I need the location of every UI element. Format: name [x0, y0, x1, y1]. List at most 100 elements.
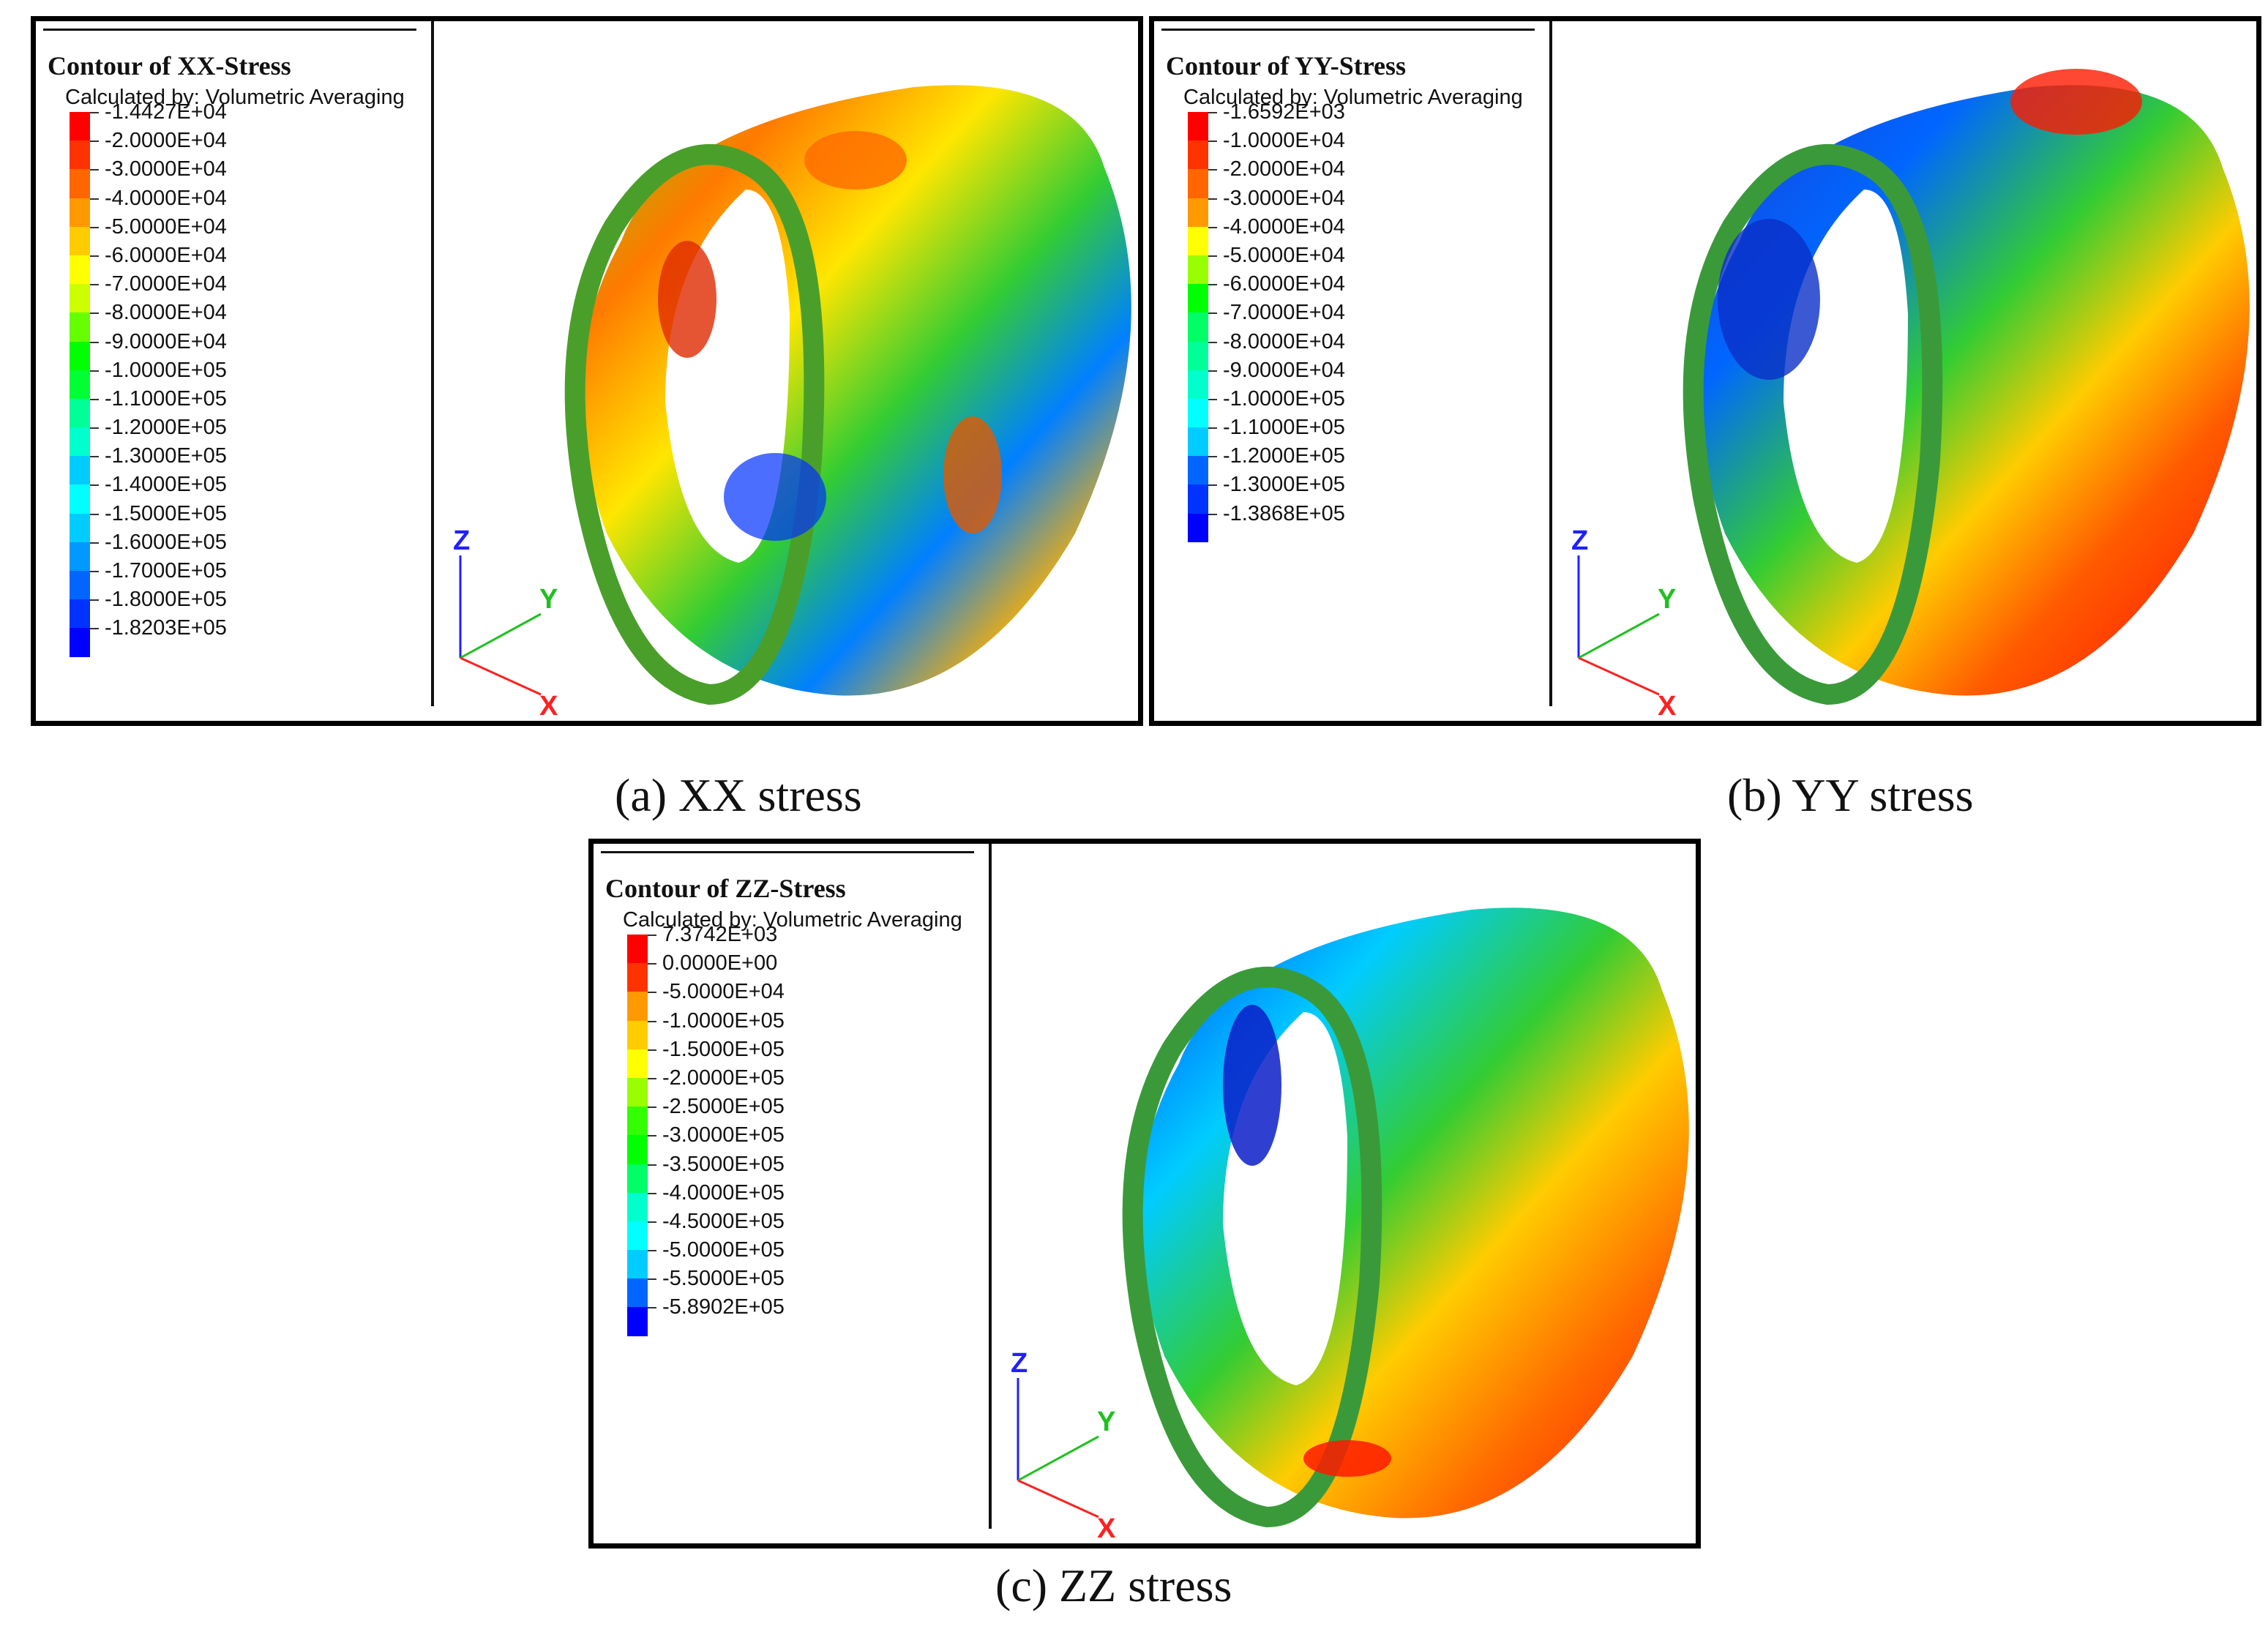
legend-label: -8.0000E+04: [105, 301, 227, 325]
legend-swatch: [70, 370, 99, 399]
legend-swatch: [1188, 484, 1217, 514]
z-label: Z: [1571, 525, 1588, 556]
hotspot: [658, 241, 716, 358]
legend-label: -7.0000E+04: [105, 272, 227, 296]
legend-swatch: [627, 992, 656, 1021]
legend-label: -1.5000E+05: [105, 501, 227, 525]
cylinder-view: [564, 85, 1131, 705]
y-label: Y: [539, 584, 558, 615]
x-label: X: [1097, 1513, 1116, 1539]
legend-swatch: [70, 427, 99, 457]
legend-swatch: [1188, 198, 1217, 227]
panel-xx-stress: Contour of XX-Stress Calculated by: Volu…: [31, 16, 1143, 726]
legend-swatch: [70, 141, 99, 170]
legend-label: -1.3000E+05: [1223, 473, 1345, 497]
coldspot: [1223, 1005, 1281, 1166]
legend-swatch: [70, 456, 99, 485]
legend-swatch: [627, 1164, 656, 1193]
legend-label: -1.2000E+05: [105, 416, 227, 440]
legend-swatch: [70, 255, 99, 285]
divider: [1549, 21, 1552, 706]
legend-swatch: [627, 1020, 656, 1049]
legend-label: -5.0000E+04: [105, 214, 227, 239]
y-axis: [1578, 613, 1660, 659]
contour-title: Contour of XX-Stress: [48, 51, 291, 80]
x-axis: [1578, 656, 1660, 696]
x-axis: [460, 656, 542, 696]
legend-label: -1.0000E+04: [1223, 129, 1345, 153]
x-axis: [1017, 1479, 1099, 1518]
legend-swatch: [627, 1278, 656, 1308]
legend-swatch: [70, 284, 99, 313]
legend-label: -1.3000E+05: [105, 444, 227, 468]
legend-label: -4.0000E+04: [105, 186, 227, 210]
legend-label: -2.5000E+05: [662, 1095, 785, 1119]
legend-swatch: [1188, 370, 1217, 399]
legend-swatch: [627, 1049, 656, 1078]
y-axis: [1017, 1435, 1099, 1482]
legend-label: -9.0000E+04: [105, 329, 227, 353]
legend-swatch: [627, 1077, 656, 1107]
legend-swatch: [70, 226, 99, 255]
legend-swatch: [1188, 341, 1217, 370]
hotspot: [1303, 1440, 1391, 1477]
legend-swatch: [627, 1135, 656, 1164]
legend-swatch: [70, 542, 99, 571]
legend-label: -1.3868E+05: [1223, 501, 1345, 525]
caption-c: (c) ZZ stress: [995, 1559, 1232, 1611]
legend-label: -1.0000E+05: [662, 1008, 785, 1033]
legend-swatch: [1188, 398, 1217, 428]
legend-swatch: [70, 398, 99, 428]
legend-label: -3.0000E+04: [105, 157, 227, 181]
legend-label: 0.0000E+00: [662, 951, 778, 975]
legend-label: -4.0000E+04: [1223, 214, 1345, 239]
legend-swatch: [1188, 112, 1217, 141]
hotspot: [2010, 69, 2142, 135]
legend-label: -9.0000E+04: [1223, 358, 1345, 382]
top-rule: [601, 851, 974, 853]
y-label: Y: [1658, 584, 1676, 615]
legend-label: -1.1000E+05: [105, 386, 227, 411]
legend-swatch: [1188, 456, 1217, 485]
legend-label: -5.8902E+05: [662, 1295, 785, 1319]
legend-label: -1.0000E+05: [1223, 386, 1345, 411]
contour-title: Contour of ZZ-Stress: [605, 874, 846, 903]
legend-label: -1.0000E+05: [105, 358, 227, 382]
legend-label: -3.0000E+05: [662, 1123, 785, 1147]
legend-label: -4.5000E+05: [662, 1209, 785, 1233]
legend-swatch: [70, 341, 99, 370]
legend-label: -1.4000E+05: [105, 473, 227, 497]
y-label: Y: [1097, 1407, 1115, 1437]
legend-label: -6.0000E+04: [1223, 272, 1345, 296]
contour-title: Contour of YY-Stress: [1166, 51, 1407, 80]
legend-label: -2.0000E+04: [1223, 157, 1345, 181]
legend-swatch: [1188, 427, 1217, 457]
legend-label: -5.0000E+05: [662, 1238, 785, 1262]
legend-label: -6.0000E+04: [105, 243, 227, 267]
contour-subtitle: Calculated by: Volumetric Averaging: [1183, 86, 1523, 109]
cylinder-view: [1122, 907, 1689, 1528]
axis-triad: Z Y X: [1571, 525, 1677, 716]
legend-label: -1.6592E+03: [1223, 100, 1345, 124]
axis-triad: Z Y X: [1011, 1348, 1116, 1539]
hotspot: [804, 131, 907, 190]
caption-a: (a) XX stress: [615, 769, 862, 821]
legend-label: -2.0000E+05: [662, 1066, 785, 1090]
legend-label: -4.0000E+05: [662, 1180, 785, 1205]
x-label: X: [1658, 691, 1677, 716]
cylinder-view: [1683, 69, 2250, 705]
legend-label: -1.4427E+04: [105, 100, 227, 124]
panel-zz-stress: Contour of ZZ-Stress Calculated by: Volu…: [588, 839, 1701, 1549]
legend-label: -7.0000E+04: [1223, 301, 1345, 325]
legend-swatch: [70, 484, 99, 514]
legend-swatch: [70, 198, 99, 227]
legend-swatch: [70, 513, 99, 542]
legend-swatch: [1188, 169, 1217, 198]
legend-label: -5.0000E+04: [1223, 243, 1345, 267]
contour-subtitle: Calculated by: Volumetric Averaging: [623, 908, 962, 932]
legend-label: -1.2000E+05: [1223, 444, 1345, 468]
legend-label: -8.0000E+04: [1223, 329, 1345, 353]
top-rule: [43, 29, 416, 31]
caption-b: (b) YY stress: [1727, 769, 1974, 821]
legend-swatch: [70, 599, 99, 629]
